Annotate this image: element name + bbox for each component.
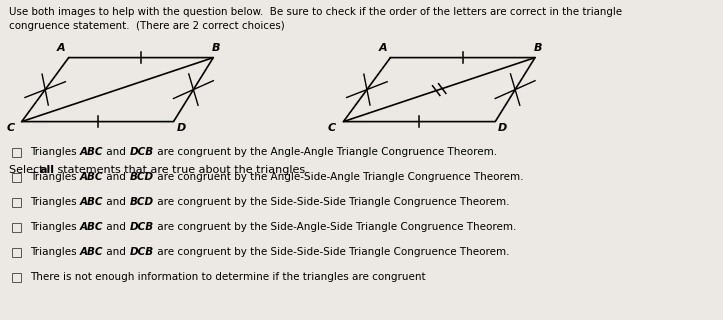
Text: are congruent by the Side-Side-Side Triangle Congruence Theorem.: are congruent by the Side-Side-Side Tria…	[153, 247, 509, 257]
Text: B: B	[212, 44, 221, 53]
Text: BCD: BCD	[129, 197, 153, 207]
Bar	[12, 172, 21, 181]
Text: Select: Select	[9, 165, 47, 175]
Text: Triangles: Triangles	[30, 197, 80, 207]
Text: Use both images to help with the question below.  Be sure to check if the order : Use both images to help with the questio…	[9, 7, 622, 17]
Text: D: D	[498, 123, 508, 133]
Text: and: and	[103, 197, 129, 207]
Text: congruence statement.  (There are 2 correct choices): congruence statement. (There are 2 corre…	[9, 21, 284, 31]
Bar	[12, 222, 21, 231]
Text: A: A	[57, 44, 66, 53]
Text: BCD: BCD	[129, 172, 153, 182]
Text: ABC: ABC	[80, 222, 103, 232]
Text: all: all	[39, 165, 54, 175]
Text: are congruent by the Angle-Angle Triangle Congruence Theorem.: are congruent by the Angle-Angle Triangl…	[153, 147, 497, 157]
Text: There is not enough information to determine if the triangles are congruent: There is not enough information to deter…	[30, 272, 426, 282]
Text: A: A	[379, 44, 388, 53]
Text: and: and	[103, 247, 129, 257]
Text: ABC: ABC	[80, 197, 103, 207]
Text: statements that are true about the triangles.: statements that are true about the trian…	[54, 165, 308, 175]
Text: are congruent by the Side-Side-Side Triangle Congruence Theorem.: are congruent by the Side-Side-Side Tria…	[153, 197, 509, 207]
Text: Triangles: Triangles	[30, 247, 80, 257]
Text: and: and	[103, 172, 129, 182]
Text: B: B	[534, 44, 542, 53]
Text: C: C	[7, 123, 14, 133]
Text: DCB: DCB	[129, 222, 153, 232]
Text: are congruent by the Side-Angle-Side Triangle Congruence Theorem.: are congruent by the Side-Angle-Side Tri…	[153, 222, 516, 232]
Bar	[12, 197, 21, 206]
Bar	[12, 273, 21, 282]
Text: DCB: DCB	[129, 247, 153, 257]
Text: Triangles: Triangles	[30, 147, 80, 157]
Text: DCB: DCB	[129, 147, 153, 157]
Text: and: and	[103, 147, 129, 157]
Text: Triangles: Triangles	[30, 172, 80, 182]
Bar	[12, 247, 21, 257]
Text: D: D	[176, 123, 186, 133]
Text: ABC: ABC	[80, 172, 103, 182]
Text: ABC: ABC	[80, 147, 103, 157]
Text: and: and	[103, 222, 129, 232]
Bar	[12, 148, 21, 156]
Text: are congruent by the Angle-Side-Angle Triangle Congruence Theorem.: are congruent by the Angle-Side-Angle Tr…	[153, 172, 523, 182]
Text: ABC: ABC	[80, 247, 103, 257]
Text: C: C	[328, 123, 336, 133]
Text: Triangles: Triangles	[30, 222, 80, 232]
